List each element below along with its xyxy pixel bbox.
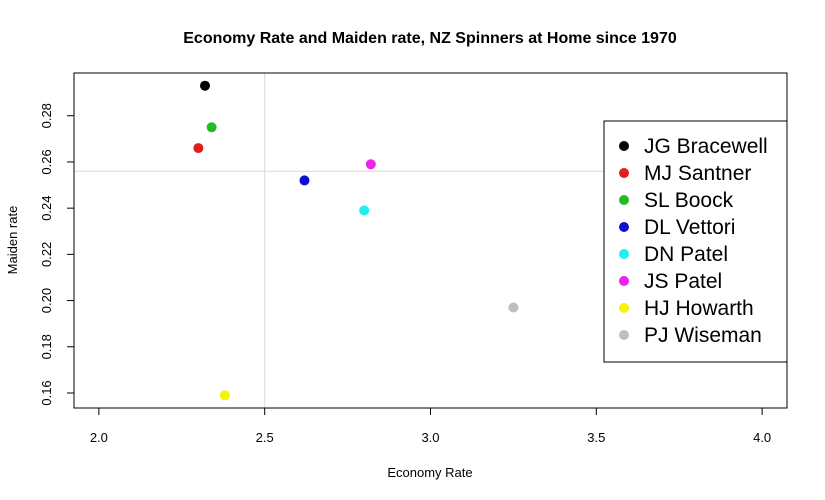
x-tick-label: 4.0: [753, 430, 771, 445]
x-tick-label: 2.5: [256, 430, 274, 445]
y-tick-label: 0.18: [39, 334, 54, 359]
point-mj-santner: [193, 143, 204, 154]
y-tick-label: 0.22: [39, 242, 54, 267]
legend-marker-sl-boock: [619, 195, 629, 205]
y-tick-label: 0.26: [39, 149, 54, 174]
y-tick-label: 0.16: [39, 380, 54, 405]
legend-label-dl-vettori: DL Vettori: [644, 216, 735, 239]
y-axis-label: Maiden rate: [5, 206, 20, 275]
point-hj-howarth: [219, 390, 230, 401]
x-axis: 2.0 2.5 3.0 3.5 4.0: [90, 407, 771, 445]
point-js-patel: [365, 159, 376, 170]
legend-marker-dn-patel: [619, 249, 629, 259]
legend-label-mj-santner: MJ Santner: [644, 162, 751, 185]
legend-marker-mj-santner: [619, 168, 629, 178]
legend-label-hj-howarth: HJ Howarth: [644, 297, 754, 320]
legend: JG Bracewell MJ Santner SL Boock DL Vettori…: [603, 120, 788, 363]
point-jg-bracewell: [199, 80, 210, 91]
x-axis-label: Economy Rate: [387, 465, 472, 480]
x-tick-label: 3.0: [421, 430, 439, 445]
x-tick-label: 3.5: [587, 430, 605, 445]
legend-label-jg-bracewell: JG Bracewell: [644, 135, 768, 158]
legend-label-sl-boock: SL Boock: [644, 189, 734, 212]
y-axis: 0.16 0.18 0.20 0.22 0.24 0.26 0.28: [39, 103, 75, 406]
legend-marker-jg-bracewell: [619, 141, 629, 151]
point-dn-patel: [359, 205, 370, 216]
point-dl-vettori: [299, 175, 310, 186]
y-tick-label: 0.24: [39, 195, 54, 220]
legend-marker-pj-wiseman: [619, 330, 629, 340]
data-points: [193, 80, 519, 401]
legend-marker-js-patel: [619, 276, 629, 286]
legend-marker-hj-howarth: [619, 303, 629, 313]
point-pj-wiseman: [508, 302, 519, 313]
point-sl-boock: [206, 122, 217, 133]
legend-label-pj-wiseman: PJ Wiseman: [644, 324, 762, 347]
y-tick-label: 0.20: [39, 288, 54, 313]
legend-box: [603, 120, 788, 363]
chart-title: Economy Rate and Maiden rate, NZ Spinner…: [183, 30, 677, 47]
legend-label-dn-patel: DN Patel: [644, 243, 728, 266]
legend-marker-dl-vettori: [619, 222, 629, 232]
y-tick-label: 0.28: [39, 103, 54, 128]
x-tick-label: 2.0: [90, 430, 108, 445]
legend-label-js-patel: JS Patel: [644, 270, 722, 293]
